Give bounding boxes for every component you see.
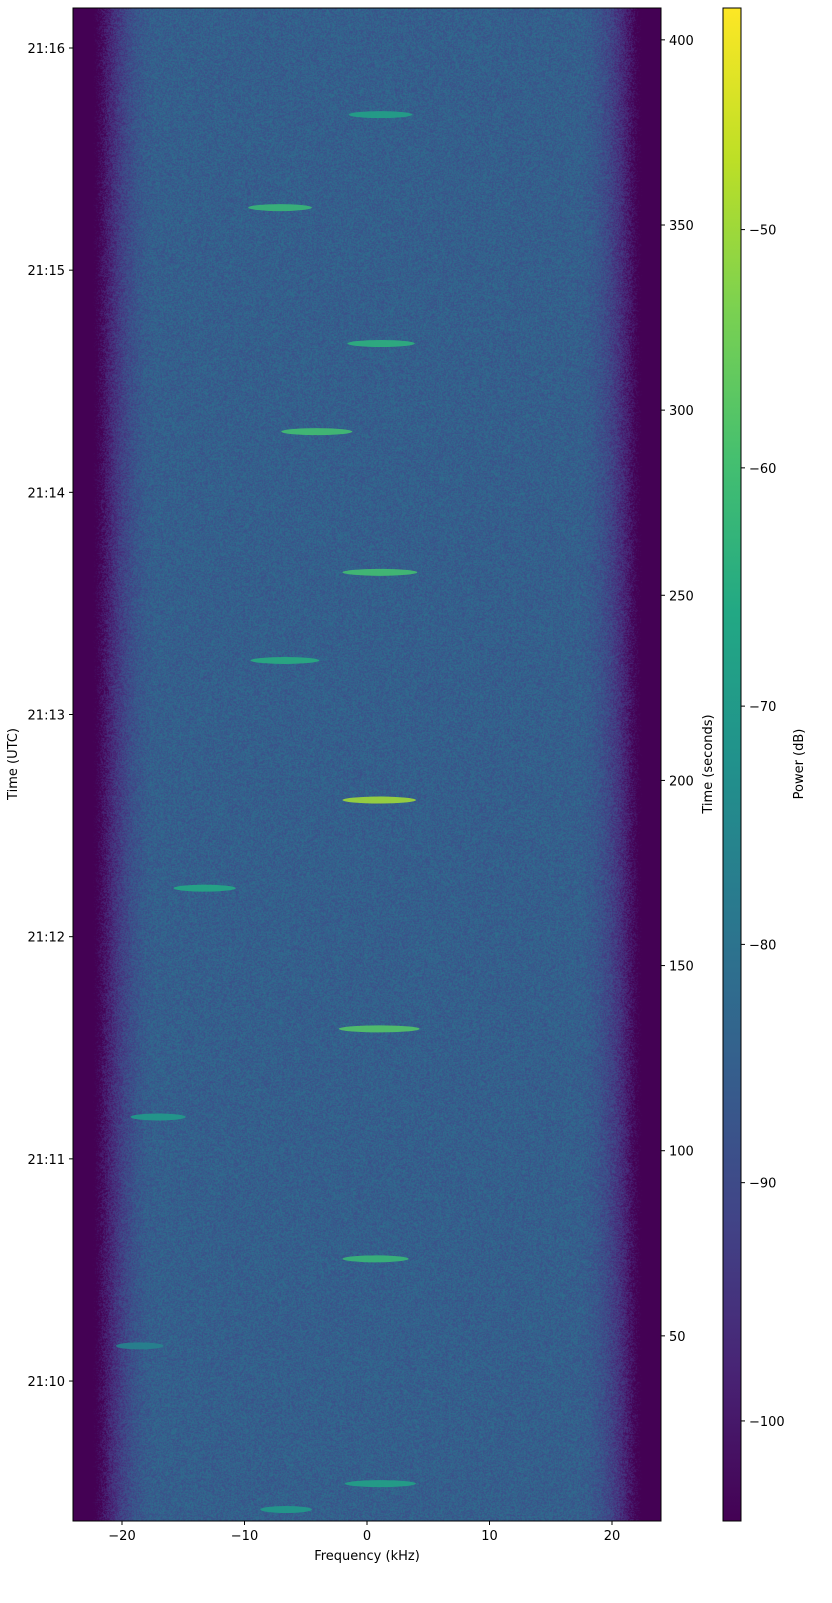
left-tick-label: 21:10 bbox=[28, 1375, 65, 1390]
right-axis-label: Time (seconds) bbox=[701, 714, 716, 814]
left-axis: 21:10 21:11 21:12 21:13 21:14 21:15 21:16 bbox=[28, 42, 73, 1390]
burst-4 bbox=[343, 569, 418, 576]
colorbar-axis: −100 −90 −80 −70 −60 −50 bbox=[741, 224, 785, 1430]
x-tick-label: −10 bbox=[231, 1529, 258, 1544]
right-tick-label: 300 bbox=[669, 404, 694, 419]
burst-8 bbox=[339, 1025, 420, 1032]
burst-7 bbox=[173, 885, 235, 892]
burst-0 bbox=[349, 111, 413, 118]
left-axis-label: Time (UTC) bbox=[6, 728, 21, 801]
burst-1 bbox=[248, 204, 312, 211]
right-tick-label: 100 bbox=[669, 1145, 694, 1160]
colorbar-label: Power (dB) bbox=[792, 729, 807, 800]
burst-5 bbox=[251, 657, 320, 664]
burst-6 bbox=[343, 797, 417, 804]
x-tick-label: −20 bbox=[108, 1529, 135, 1544]
burst-12 bbox=[345, 1480, 416, 1487]
left-tick-label: 21:16 bbox=[28, 42, 65, 57]
colorbar-tick-label: −80 bbox=[749, 938, 776, 953]
left-tick-label: 21:15 bbox=[28, 264, 65, 279]
burst-9 bbox=[131, 1114, 186, 1121]
right-tick-label: 50 bbox=[669, 1330, 686, 1345]
plot-frame bbox=[73, 8, 661, 1521]
colorbar-tick-label: −100 bbox=[749, 1415, 785, 1430]
colorbar-tick-label: −70 bbox=[749, 700, 776, 715]
bursts-layer bbox=[116, 111, 420, 1513]
colorbar-tick-label: −90 bbox=[749, 1177, 776, 1192]
x-tick-label: 20 bbox=[604, 1529, 621, 1544]
colorbar-tick-label: −50 bbox=[749, 224, 776, 239]
right-axis: 50 100 150 200 250 300 350 400 bbox=[661, 34, 694, 1345]
burst-11 bbox=[116, 1342, 164, 1349]
x-axis-label: Frequency (kHz) bbox=[314, 1549, 420, 1564]
x-tick-label: 10 bbox=[481, 1529, 498, 1544]
burst-3 bbox=[281, 428, 352, 435]
x-axis: −20 −10 0 10 20 bbox=[108, 1521, 620, 1544]
left-tick-label: 21:11 bbox=[28, 1153, 65, 1168]
right-tick-label: 400 bbox=[669, 34, 694, 49]
burst-13 bbox=[260, 1506, 311, 1513]
burst-10 bbox=[343, 1255, 409, 1262]
colorbar-tick-label: −60 bbox=[749, 462, 776, 477]
left-tick-label: 21:14 bbox=[28, 486, 65, 501]
colorbar bbox=[723, 8, 741, 1521]
left-tick-label: 21:13 bbox=[28, 709, 65, 724]
left-tick-label: 21:12 bbox=[28, 931, 65, 946]
right-tick-label: 250 bbox=[669, 589, 694, 604]
right-tick-label: 350 bbox=[669, 219, 694, 234]
right-tick-label: 150 bbox=[669, 960, 694, 975]
right-tick-label: 200 bbox=[669, 774, 694, 789]
burst-2 bbox=[347, 340, 414, 347]
x-tick-label: 0 bbox=[363, 1529, 371, 1544]
